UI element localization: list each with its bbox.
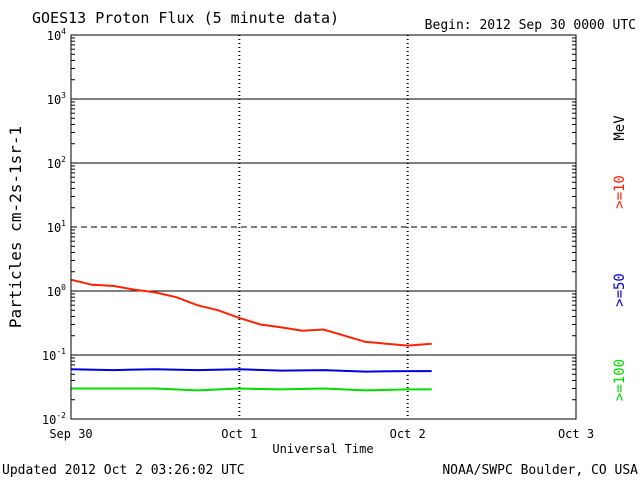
grid-layer [71,35,576,419]
x-tick-label: Oct 3 [558,427,594,441]
x-tick-label: Oct 2 [390,427,426,441]
y-tick-label: 102 [47,155,66,171]
series-line-2 [71,387,432,392]
series-layer [70,278,432,392]
chart-title: GOES13 Proton Flux (5 minute data) [32,9,339,27]
legend-label: >=10 [612,175,628,209]
x-tick-label: Oct 1 [221,427,257,441]
legend-label: >=100 [612,359,628,401]
y-tick-label: 101 [47,219,66,235]
y-tick-label: 100 [47,283,66,299]
series-line-1 [70,368,432,373]
x-tick-label: Sep 30 [49,427,92,441]
y-tick-label: 103 [47,91,66,107]
data-source: NOAA/SWPC Boulder, CO USA [442,463,638,478]
plot-frame [70,34,577,420]
x-tick-labels: Sep 30 Oct 1 Oct 2 Oct 3 [49,427,594,441]
x-axis-label: Universal Time [272,442,373,456]
y-tick-label: 104 [47,27,66,43]
y-tick-label: 10-1 [42,347,66,363]
y-axis-label: Particles cm-2s-1sr-1 [6,126,25,328]
series-line-0 [70,278,432,347]
y-tick-label: 10-2 [42,411,66,427]
begin-time: Begin: 2012 Sep 30 0000 UTC [425,18,636,33]
y-tick-labels: 104 103 102 101 100 10-1 10-2 [42,27,66,427]
energy-legend: MeV >=10 >=50 >=100 [612,115,628,401]
legend-label: >=50 [612,273,628,307]
plot-area [70,34,577,420]
legend-label: MeV [612,115,628,141]
updated-time: Updated 2012 Oct 2 03:26:02 UTC [2,463,245,478]
